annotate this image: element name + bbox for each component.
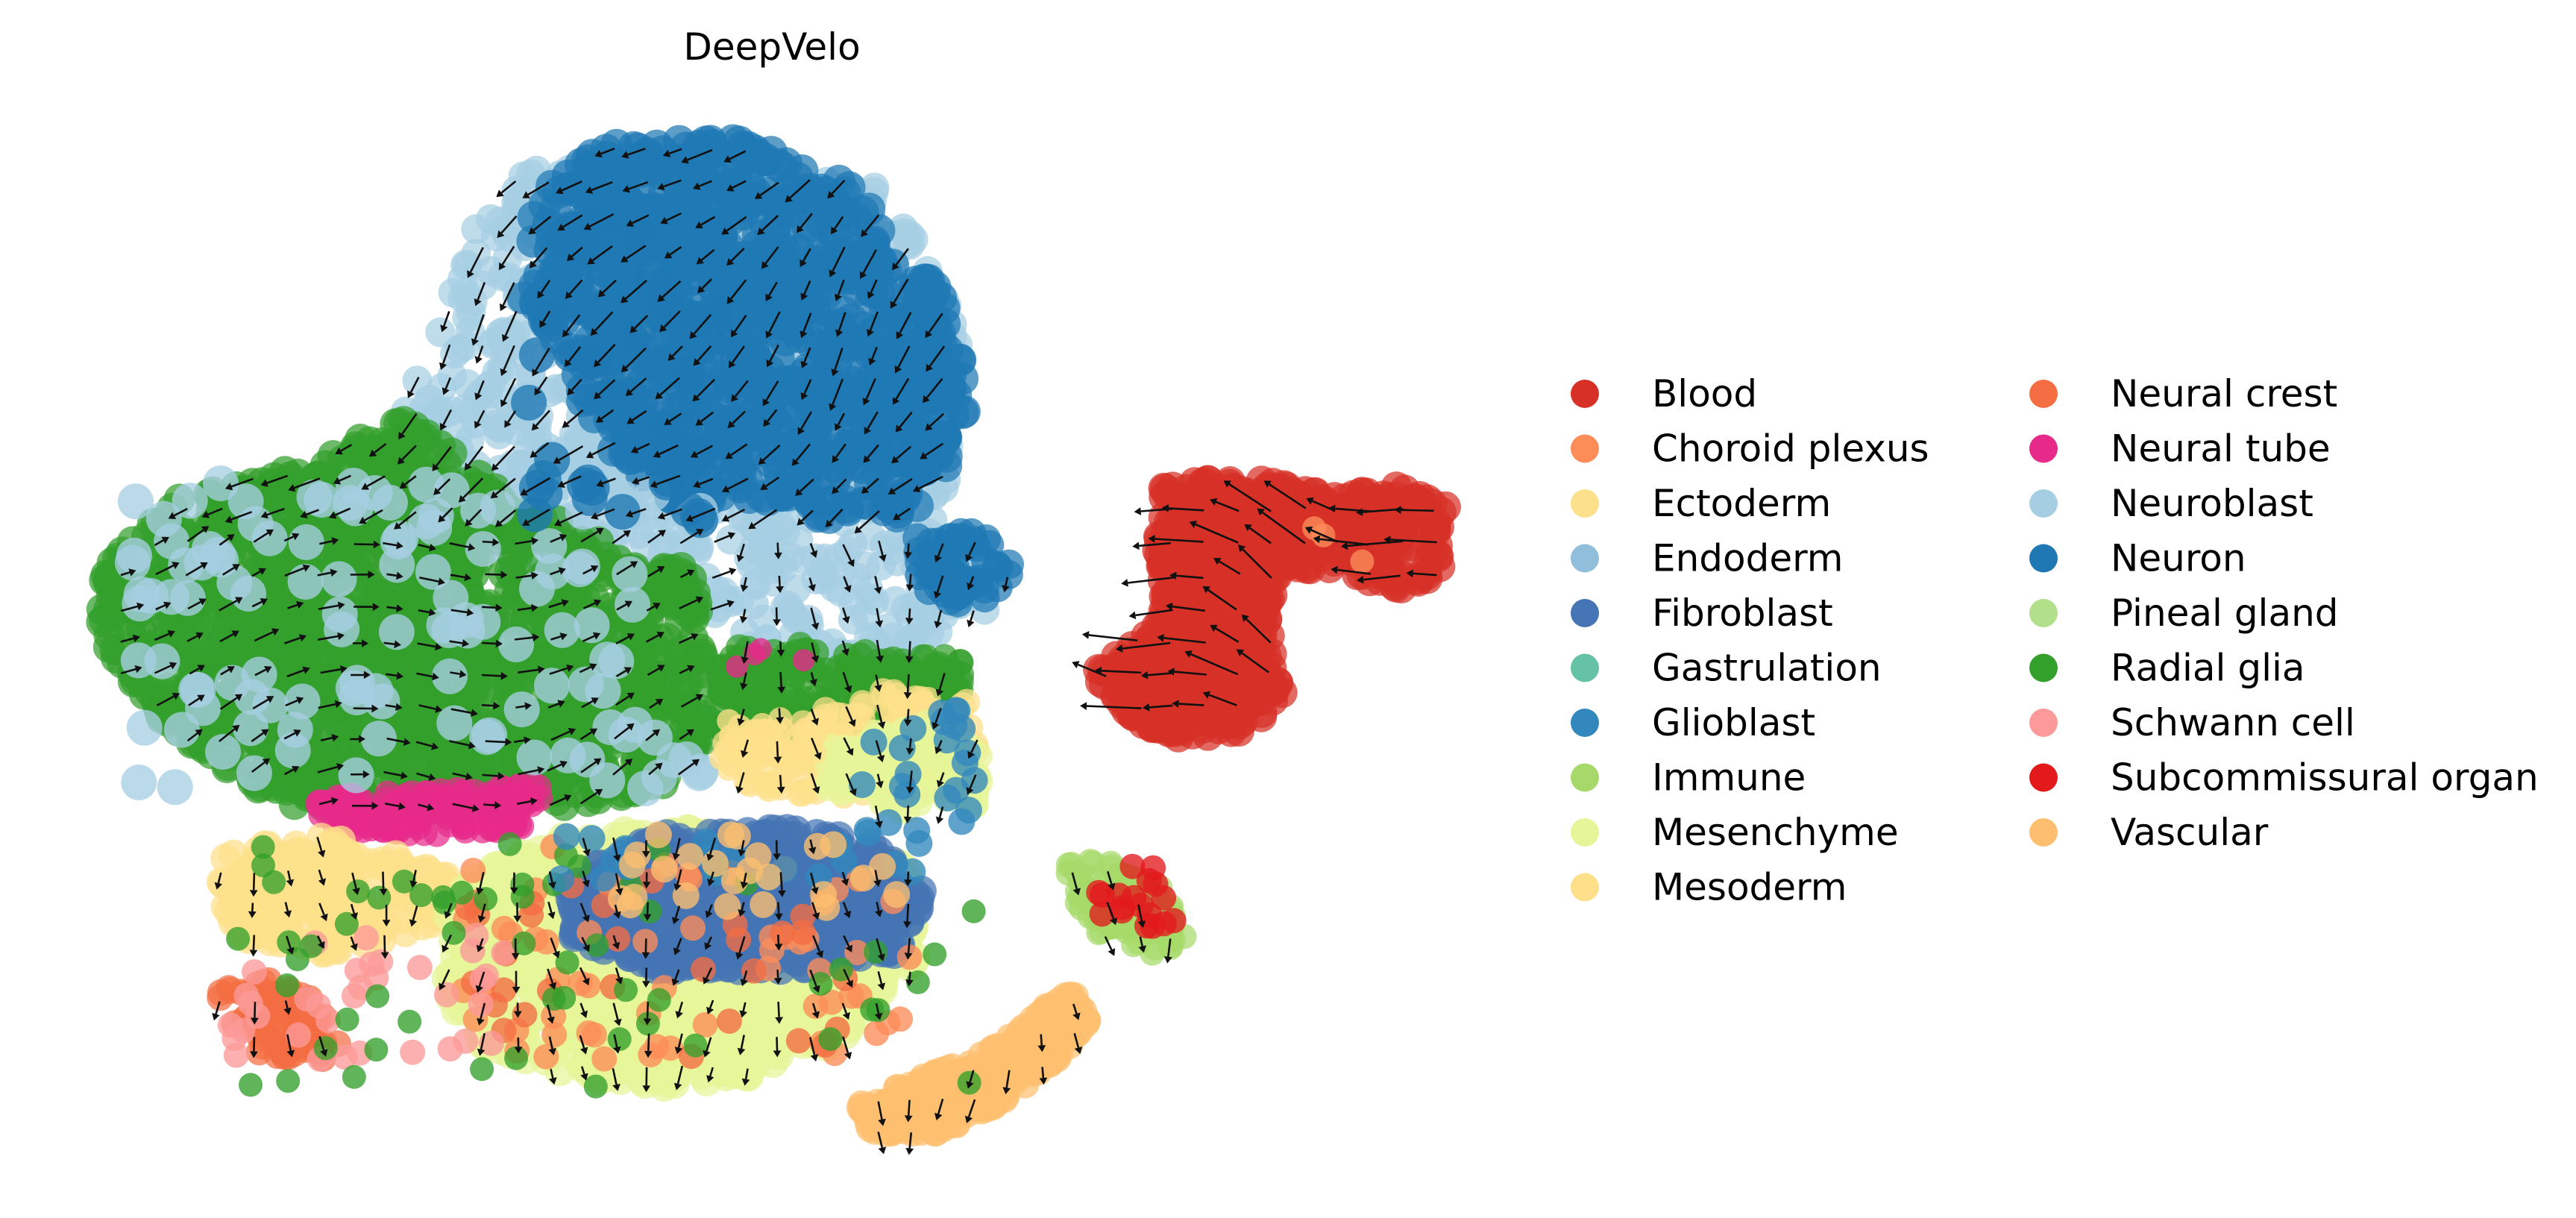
cell-point-mesoderm <box>870 678 897 706</box>
cell-point-mesoderm <box>295 873 325 904</box>
cell-point-neuroblast <box>425 317 456 348</box>
cell-point-neuroblast <box>715 524 746 555</box>
cell-point-neuroblast <box>461 239 491 269</box>
cell-point-neuroblast <box>895 220 926 251</box>
cell-point-neuroblast <box>849 550 880 581</box>
cell-point-radial-glia <box>494 662 526 694</box>
cell-point-neuroblast <box>749 539 779 569</box>
cell-point-radial-glia <box>650 659 682 691</box>
scatter-layer <box>86 124 1461 1147</box>
cell-point-radial-glia <box>785 688 812 715</box>
cell-point-neuron <box>597 399 630 433</box>
cell-point-neuroblast <box>450 330 481 361</box>
cell-point-neuron <box>786 177 820 210</box>
cell-point-neuron <box>852 192 886 226</box>
cell-point-neuron <box>928 307 961 341</box>
cell-point-neuron <box>918 336 952 370</box>
cell-point-radial-glia <box>742 679 769 707</box>
cell-point-neuron <box>755 136 788 169</box>
cell-point-neuroblast <box>482 357 512 388</box>
cell-point-neuron <box>861 254 895 288</box>
cell-point-neural-tube <box>443 776 471 804</box>
cell-point-neuroblast <box>791 545 821 576</box>
cell-point-neuroblast <box>480 221 511 251</box>
cell-point-radial-glia <box>706 677 734 705</box>
cell-point-neuroblast <box>452 368 483 399</box>
cell-point-neural-tube <box>366 804 394 832</box>
cell-point-neuron <box>736 300 770 333</box>
cell-point-neuron <box>809 277 843 311</box>
cell-point-neuron <box>832 218 865 251</box>
cell-point-neuroblast <box>878 622 908 653</box>
cell-point-neuron <box>699 134 732 168</box>
cell-point-neuron <box>596 153 629 186</box>
cell-point-neuroblast <box>684 532 714 562</box>
plot-title: DeepVelo <box>683 25 860 69</box>
cell-point-neuron <box>562 263 595 296</box>
cell-point-neuron <box>744 395 777 429</box>
cell-point-radial-glia <box>826 654 853 682</box>
cell-point-neuroblast <box>559 420 589 451</box>
cell-point-mesoderm <box>367 846 398 876</box>
cell-point-radial-glia <box>671 694 703 726</box>
cell-point-neuroblast <box>452 302 483 333</box>
cell-point-radial-glia <box>925 651 952 679</box>
cell-point-neuroblast <box>485 412 515 443</box>
cell-point-neuron <box>775 365 808 398</box>
cell-point-neuroblast <box>629 529 660 559</box>
cell-point-neuron <box>939 378 973 412</box>
cell-point-neuroblast <box>739 589 769 619</box>
cell-point-radial-glia <box>365 579 397 611</box>
cell-point-neuron <box>779 312 812 345</box>
cell-point-neuroblast <box>838 604 868 635</box>
cell-point-neural-tube <box>410 819 438 847</box>
cell-point-neuron <box>773 275 806 309</box>
